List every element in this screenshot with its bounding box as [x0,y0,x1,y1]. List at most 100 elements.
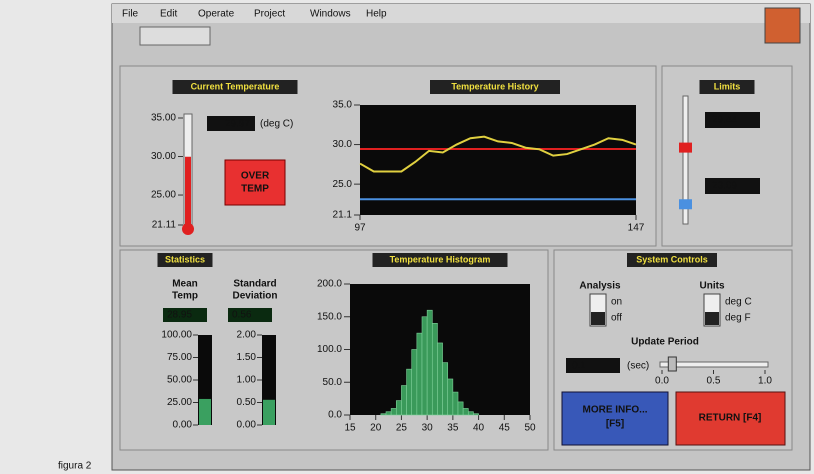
tick-label: 0.00 [173,420,193,431]
unit: (deg C) [260,119,293,130]
return-button[interactable] [675,391,786,446]
meter-level [199,398,211,425]
tick-label: 75.00 [167,352,192,363]
histogram-bar [390,408,397,416]
histogram-bar [431,322,438,416]
slider-track [682,95,689,225]
tick-label: 25.00 [167,397,192,408]
title-box [430,80,560,94]
upper-limit-readout[interactable]: 29.44 [712,115,737,126]
lower-slider[interactable] [679,199,692,210]
title-box [699,80,755,94]
alarm-text: OVER [241,171,270,182]
toolbar[interactable] [139,26,211,46]
menu-item[interactable]: File [122,9,139,20]
histogram-bar [462,408,469,416]
tick-label: 25 [396,423,408,434]
period-slider[interactable] [667,356,677,372]
menu-item[interactable]: Project [254,9,285,20]
panel-title: System Controls [636,254,708,264]
more-info-text: MORE INFO... [583,405,648,416]
histogram-bar [416,332,423,416]
meter-level [263,399,275,425]
switch-lever [705,312,719,325]
tick-label: 21.1 [333,210,353,221]
thermo-bulb [182,223,194,235]
histogram-bar [437,342,443,416]
unit-f: deg F [725,313,751,324]
caption: figura 2 [58,461,92,472]
histogram-bar [401,385,407,416]
histogram-bar [452,391,459,416]
histogram-bar [406,368,413,416]
histogram-bar [385,411,392,416]
analysis-label: Analysis [579,281,621,292]
menu-bar [112,4,810,23]
period-unit: (sec) [627,361,649,372]
tick-label: 200.0 [317,279,342,290]
plot-area [360,105,636,215]
histogram-bar [442,362,449,416]
tick-label: 35.0 [333,100,353,111]
readout [566,358,620,373]
tick-label: 15 [344,423,356,434]
panel-title: Current Temperature [191,81,280,91]
return-text: RETURN [F4] [699,413,762,424]
tick-label: 35 [447,423,459,434]
panel-title: Limits [714,81,741,91]
menu-item[interactable]: Help [366,9,387,20]
period-readout[interactable]: 0.1 [572,361,586,372]
tick-label: 100.0 [317,344,342,355]
alarm-indicator [224,159,286,206]
readout [705,178,760,194]
std-readout: 0.56 [232,310,252,321]
panel-title: Temperature Histogram [390,254,491,264]
histogram-bar [380,413,387,416]
update-label: Update Period [631,337,699,348]
menu-item[interactable]: Windows [310,9,351,20]
tick-label: 147 [628,223,645,234]
tick-label: 45 [499,423,511,434]
lower-limit-readout[interactable]: 23.09 [712,181,737,192]
readout [228,308,272,322]
tick-label: 0.0 [655,376,669,387]
histogram-bar [467,411,474,416]
std-label: Deviation [232,291,277,302]
switch-on: on [611,297,622,308]
slider-track [659,361,769,368]
title-box [627,253,717,267]
tick-label: 97 [354,223,366,234]
histogram-bar [411,349,418,416]
mean-readout: 28.95 [167,310,192,321]
menu-item[interactable]: Edit [160,9,177,20]
upper-slider[interactable] [679,142,692,153]
thermo-level [185,156,191,225]
mean-label: Temp [172,291,198,302]
histogram-bar [421,316,428,416]
panel-title: Statistics [165,254,205,264]
units-label: Units [700,281,725,292]
tick-label: 25.0 [333,179,353,190]
panel-title: Temperature History [451,81,538,91]
alarm-text: TEMP [241,184,269,195]
tick-label: 25.00 [151,190,176,201]
histogram-bar [447,378,454,416]
vi-icon [764,7,801,44]
tick-label: 50.00 [167,375,192,386]
tick-label: 2.00 [237,330,257,341]
readout [705,112,760,128]
histogram-bar [395,400,402,416]
mean-label: Mean [172,279,198,290]
tick-label: 1.0 [758,376,772,387]
tick-label: 21.11 [152,220,177,231]
menu-item[interactable]: Operate [198,9,235,20]
histogram-bar [473,413,479,416]
tick-label: 1.00 [237,375,257,386]
title-box [172,80,298,94]
std-label: Standard [233,279,276,290]
more-info-button[interactable] [561,391,669,446]
tick-label: 30.00 [151,151,176,162]
tick-label: 0.00 [237,420,257,431]
tick-label: 30.0 [333,139,353,150]
